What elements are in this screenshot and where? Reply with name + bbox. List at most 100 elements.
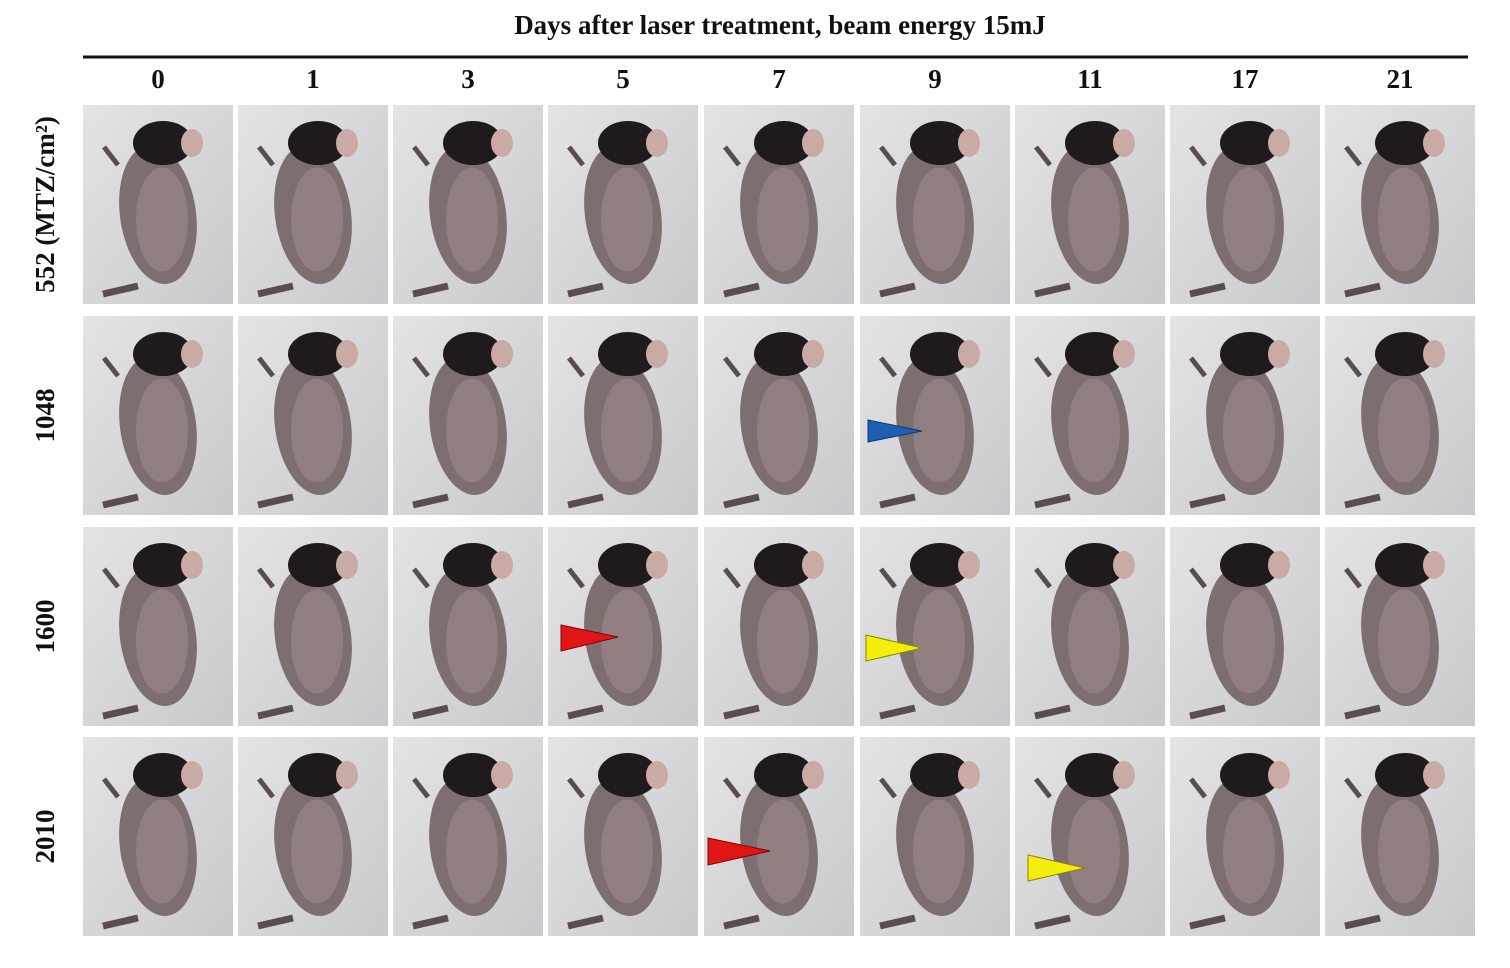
mouse-ear <box>181 129 203 157</box>
column-label: 5 <box>616 64 630 94</box>
mouse-belly <box>601 799 653 904</box>
photo <box>704 316 854 515</box>
photo <box>393 527 543 726</box>
mouse-leg <box>102 282 139 298</box>
photo <box>1170 316 1320 515</box>
mouse-ear <box>1113 129 1135 157</box>
mouse-paw <box>1344 777 1362 799</box>
mouse-head <box>1065 332 1125 376</box>
mouse-head <box>910 753 970 797</box>
mouse-belly <box>1378 167 1430 272</box>
mouse-head <box>288 753 348 797</box>
mouse-belly <box>446 799 498 904</box>
arrow-yellow <box>1027 854 1086 882</box>
mouse-head <box>1065 753 1125 797</box>
mouse-ear <box>646 340 668 368</box>
row-label: 1600 <box>30 600 60 654</box>
mouse-ear <box>958 129 980 157</box>
mouse-paw <box>567 567 585 589</box>
arrow-red <box>707 837 771 866</box>
mouse-leg <box>1034 704 1071 720</box>
mouse-head <box>1375 121 1435 165</box>
mouse-paw <box>1034 777 1052 799</box>
mouse-paw <box>1034 145 1052 167</box>
photo <box>1015 316 1165 515</box>
mouse-leg <box>1034 282 1071 298</box>
mouse-paw <box>1189 777 1207 799</box>
mouse-paw <box>412 145 430 167</box>
mouse-head <box>598 543 658 587</box>
arrow-yellow <box>865 634 923 662</box>
mouse-paw <box>102 356 120 378</box>
mouse-belly <box>913 167 965 272</box>
mouse-belly <box>291 378 343 483</box>
mouse-paw <box>1189 145 1207 167</box>
mouse-ear <box>1268 129 1290 157</box>
column-label: 11 <box>1077 64 1103 94</box>
mouse-leg <box>412 704 449 720</box>
mouse-head <box>1375 543 1435 587</box>
photo <box>1170 105 1320 304</box>
mouse-head <box>910 332 970 376</box>
mouse-ear <box>1423 129 1445 157</box>
mouse-paw <box>1189 356 1207 378</box>
mouse-belly <box>1378 589 1430 694</box>
mouse-leg <box>1344 493 1381 509</box>
mouse-head <box>133 332 193 376</box>
mouse-ear <box>802 761 824 789</box>
mouse-paw <box>1189 567 1207 589</box>
photo <box>83 527 233 726</box>
photo <box>238 737 388 936</box>
mouse-belly <box>757 589 809 694</box>
photo <box>860 527 1010 726</box>
mouse-leg <box>1189 914 1226 930</box>
mouse-paw <box>879 567 897 589</box>
mouse-ear <box>958 761 980 789</box>
mouse-leg <box>567 914 604 930</box>
mouse-head <box>443 121 503 165</box>
photo <box>548 527 698 726</box>
mouse-ear <box>491 129 513 157</box>
mouse-ear <box>646 761 668 789</box>
row-label: 552 (MTZ/cm²) <box>30 116 60 293</box>
mouse-leg <box>257 704 294 720</box>
photo <box>238 316 388 515</box>
mouse-leg <box>879 704 916 720</box>
figure-title: Days after laser treatment, beam energy … <box>514 10 1046 40</box>
mouse-leg <box>879 914 916 930</box>
mouse-ear <box>1423 551 1445 579</box>
mouse-head <box>133 121 193 165</box>
mouse-belly <box>446 589 498 694</box>
mouse-ear <box>336 129 358 157</box>
mouse-belly <box>291 167 343 272</box>
photo <box>238 527 388 726</box>
mouse-leg <box>257 493 294 509</box>
mouse-belly <box>757 167 809 272</box>
mouse-belly <box>1223 378 1275 483</box>
mouse-ear <box>491 340 513 368</box>
mouse-paw <box>412 567 430 589</box>
mouse-ear <box>802 340 824 368</box>
photo <box>83 316 233 515</box>
mouse-head <box>598 332 658 376</box>
photo <box>860 105 1010 304</box>
photo <box>548 316 698 515</box>
photo <box>1015 737 1165 936</box>
mouse-paw <box>102 145 120 167</box>
mouse-belly <box>1223 167 1275 272</box>
mouse-belly <box>913 589 965 694</box>
mouse-belly <box>1068 589 1120 694</box>
mouse-paw <box>723 777 741 799</box>
mouse-paw <box>567 356 585 378</box>
row-label: 1048 <box>30 389 60 443</box>
mouse-paw <box>257 356 275 378</box>
mouse-belly <box>1223 799 1275 904</box>
mouse-paw <box>102 777 120 799</box>
photo <box>860 316 1010 515</box>
mouse-ear <box>958 551 980 579</box>
mouse-head <box>754 332 814 376</box>
mouse-paw <box>723 145 741 167</box>
photo <box>393 737 543 936</box>
mouse-head <box>1220 753 1280 797</box>
mouse-belly <box>446 378 498 483</box>
